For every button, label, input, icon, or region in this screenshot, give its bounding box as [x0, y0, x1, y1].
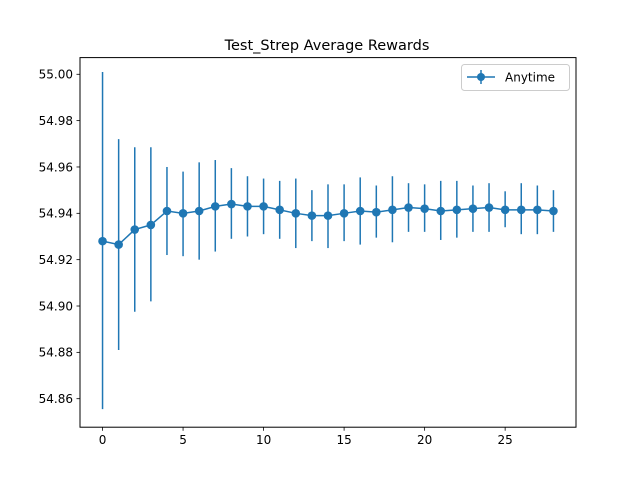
data-point [388, 205, 397, 215]
y-tick-label: 54.98 [39, 114, 73, 128]
data-point [98, 236, 107, 246]
x-tick-label: 10 [256, 433, 271, 447]
data-point [549, 206, 558, 216]
data-point [420, 204, 429, 213]
data-point [372, 207, 381, 217]
y-tick-label: 54.94 [39, 207, 73, 221]
data-point [452, 205, 462, 215]
legend-marker-swatch [477, 73, 485, 81]
data-point [516, 205, 526, 215]
y-tick-label: 55.00 [39, 68, 73, 82]
chart-title: Test_Strep Average Rewards [224, 38, 430, 54]
data-point [468, 204, 478, 213]
data-point [227, 199, 236, 209]
data-point [194, 206, 204, 216]
data-point [323, 211, 333, 220]
data-point [339, 209, 349, 218]
data-point [130, 225, 140, 234]
data-point [275, 205, 284, 215]
data-point [355, 206, 365, 216]
data-point [162, 206, 172, 216]
data-point [146, 220, 156, 230]
data-point [243, 202, 252, 211]
data-point [484, 203, 494, 212]
data-point [404, 203, 413, 212]
y-tick-label: 54.88 [39, 346, 73, 360]
x-tick-label: 0 [99, 433, 107, 447]
data-point [114, 240, 123, 249]
data-point [291, 209, 301, 218]
x-tick-label: 25 [498, 433, 513, 447]
data-point [178, 209, 188, 218]
data-point [210, 202, 220, 211]
data-point [307, 211, 317, 220]
legend-label: Anytime [505, 71, 555, 85]
y-tick-label: 54.92 [39, 253, 73, 267]
data-point [500, 205, 510, 215]
x-tick-label: 20 [417, 433, 432, 447]
legend: Anytime [461, 64, 570, 91]
legend-box [461, 64, 570, 91]
y-tick-label: 54.96 [39, 160, 73, 174]
y-tick-label: 54.86 [39, 392, 73, 406]
data-point [533, 205, 542, 215]
plot-frame [79, 57, 577, 428]
data-point [259, 202, 268, 211]
y-tick-label: 54.90 [39, 299, 73, 313]
x-tick-label: 5 [179, 433, 187, 447]
data-point [436, 206, 446, 216]
x-tick-label: 15 [336, 433, 351, 447]
